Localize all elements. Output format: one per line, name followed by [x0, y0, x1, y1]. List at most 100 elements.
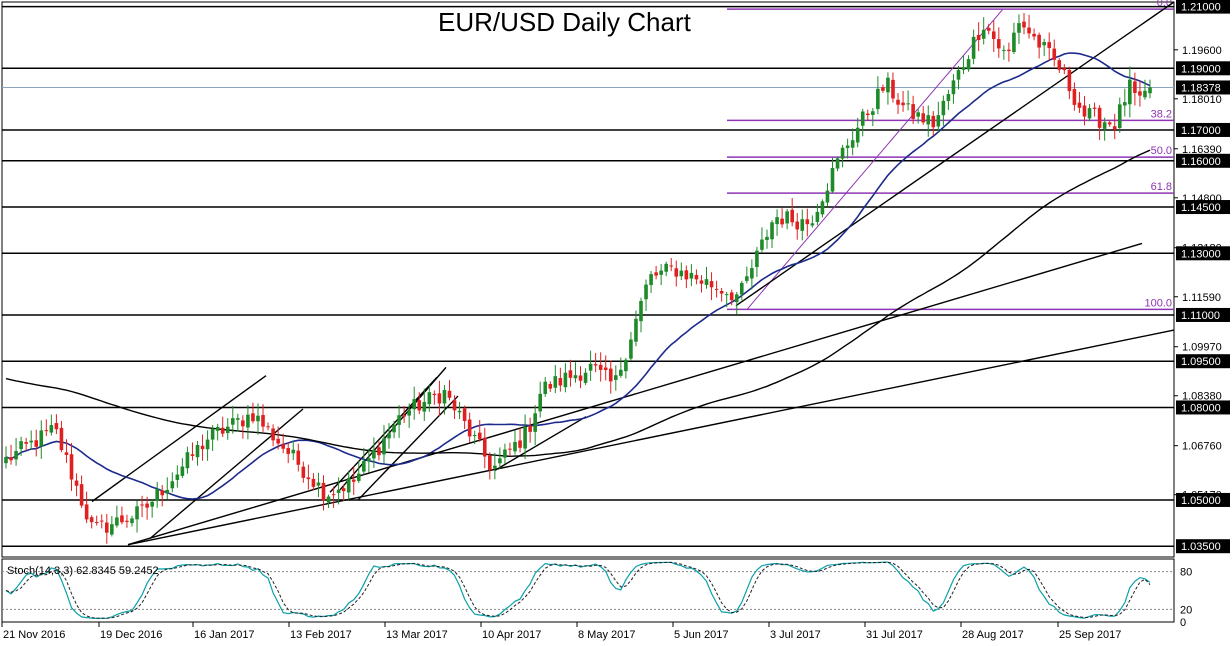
stoch-plot-border — [1, 558, 1175, 623]
candle-body — [488, 455, 492, 471]
candle-body — [1062, 68, 1067, 71]
candle-body — [104, 522, 109, 533]
candle-body — [412, 399, 417, 410]
level-price-label: 1.19000 — [1181, 63, 1221, 75]
candle-body — [886, 77, 890, 93]
candle-body — [1017, 23, 1021, 33]
candle-body — [331, 494, 336, 496]
date-tick-label: 25 Sep 2017 — [1059, 629, 1121, 641]
candle-body — [881, 87, 885, 91]
candle-body — [14, 451, 18, 460]
price-tick-label: 1.18010 — [1182, 94, 1222, 106]
candle-body — [644, 284, 648, 300]
candle-body — [321, 482, 326, 501]
candle-body — [946, 94, 951, 102]
moving-averages — [5, 52, 1151, 500]
candle-body — [1138, 91, 1142, 96]
candle-body — [170, 481, 175, 489]
candle-body — [936, 115, 941, 127]
candle-body — [185, 452, 190, 469]
candle-body — [563, 372, 568, 388]
candle-body — [356, 473, 361, 481]
candle-body — [180, 466, 185, 476]
candle-body — [457, 410, 462, 413]
candle-body — [482, 437, 487, 457]
candle-body — [89, 517, 94, 523]
candle-body — [442, 389, 447, 404]
candle-body — [765, 236, 769, 241]
candle-body — [336, 489, 341, 493]
candle-body — [684, 270, 689, 280]
candle-body — [266, 426, 270, 428]
level-price-label: 1.03500 — [1181, 541, 1221, 553]
candle-body — [593, 364, 598, 366]
candle-body — [619, 369, 623, 376]
candle-body — [719, 290, 724, 294]
trendline — [91, 375, 267, 503]
candle-body — [548, 383, 553, 389]
candle-body — [961, 67, 966, 70]
candle-body — [296, 450, 301, 465]
candle-body — [246, 414, 250, 428]
candle-body — [745, 276, 749, 281]
candle-body — [679, 270, 684, 277]
candle-body — [4, 457, 8, 464]
fib-level-label: 61.8 — [1151, 181, 1172, 193]
candle-body — [311, 478, 316, 487]
trendline — [735, 1, 1175, 307]
price-tick-label: 1.06760 — [1182, 441, 1222, 453]
level-price-box — [1176, 153, 1230, 168]
date-tick-label: 13 Feb 2017 — [290, 629, 352, 641]
candle-body — [1012, 32, 1016, 53]
candle-body — [452, 400, 457, 411]
candle-body — [608, 368, 613, 382]
candle-body — [931, 115, 936, 128]
date-tick-label: 13 Mar 2017 — [386, 629, 448, 641]
candle-body — [140, 504, 144, 506]
candle-body — [845, 145, 850, 149]
candle-body — [966, 59, 971, 70]
trendline — [149, 408, 304, 540]
trendlines — [91, 1, 1175, 546]
candle-body — [825, 190, 830, 203]
candle-body — [649, 274, 653, 286]
candle-body — [629, 339, 633, 359]
fib-level-label: 0.0 — [1157, 0, 1172, 9]
level-price-box — [1176, 307, 1230, 322]
candle-body — [971, 36, 976, 59]
candle-body — [855, 127, 860, 143]
candle-body — [714, 288, 719, 290]
date-tick-label: 10 Apr 2017 — [482, 629, 541, 641]
level-price-box — [1176, 61, 1230, 76]
candle-body — [926, 115, 931, 125]
candle-body — [634, 318, 638, 342]
candle-body — [437, 393, 442, 404]
candle-body — [901, 102, 905, 106]
candle-body — [150, 501, 154, 507]
candle-body — [79, 484, 84, 506]
date-tick-label: 8 May 2017 — [578, 629, 635, 641]
candle-body — [503, 449, 507, 458]
candle-body — [699, 280, 704, 284]
fib-level-label: 38.2 — [1151, 108, 1172, 120]
candle-body — [276, 438, 280, 444]
level-price-label: 1.21000 — [1181, 2, 1221, 14]
candle-body — [916, 112, 920, 117]
candle-body — [34, 440, 39, 447]
candle-body — [528, 425, 532, 432]
candle-body — [896, 99, 900, 105]
candle-body — [54, 423, 59, 430]
fib-diagonal — [746, 8, 1004, 310]
candle-body — [729, 292, 734, 301]
chart-title: EUR/USD Daily Chart — [438, 7, 692, 37]
trendline — [357, 395, 459, 501]
candle-body — [613, 375, 618, 380]
candle-body — [346, 478, 351, 493]
candle-body — [598, 364, 603, 370]
date-tick-label: 5 Jun 2017 — [674, 629, 728, 641]
candle-body — [891, 79, 895, 99]
candle-body — [820, 201, 825, 215]
current-price-box — [1176, 80, 1230, 95]
candle-body — [1123, 102, 1127, 106]
